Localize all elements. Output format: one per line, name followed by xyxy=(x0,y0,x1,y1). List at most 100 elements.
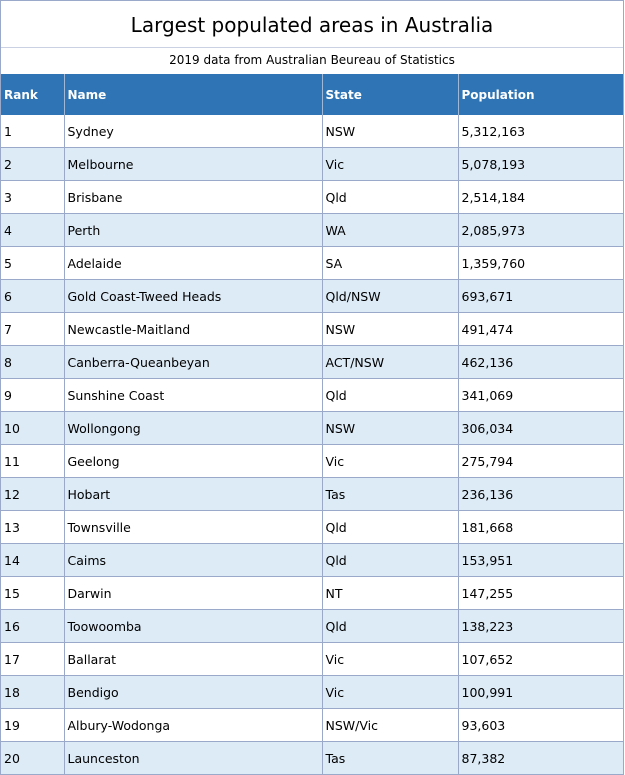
cell-state[interactable]: NT xyxy=(321,576,458,610)
cell-population[interactable]: 100,991 xyxy=(457,675,623,709)
cell-rank[interactable]: 5 xyxy=(1,246,64,280)
column-header-rank[interactable]: Rank xyxy=(1,74,64,115)
cell-population[interactable]: 153,951 xyxy=(457,543,623,577)
cell-population[interactable]: 462,136 xyxy=(457,345,623,379)
cell-rank[interactable]: 15 xyxy=(1,576,64,610)
cell-population[interactable]: 5,312,163 xyxy=(457,115,623,148)
cell-state[interactable]: Qld xyxy=(321,609,458,643)
cell-name[interactable]: Toowoomba xyxy=(63,609,322,643)
cell-rank[interactable]: 4 xyxy=(1,213,64,247)
cell-population[interactable]: 107,652 xyxy=(457,642,623,676)
cell-population[interactable]: 5,078,193 xyxy=(457,147,623,181)
cell-name[interactable]: Sydney xyxy=(63,115,322,148)
cell-rank[interactable]: 7 xyxy=(1,312,64,346)
table-row: 8 Canberra-Queanbeyan ACT/NSW 462,136 xyxy=(1,345,623,379)
cell-name[interactable]: Bendigo xyxy=(63,675,322,709)
cell-state[interactable]: Vic xyxy=(321,147,458,181)
cell-state[interactable]: Vic xyxy=(321,675,458,709)
table-row: 10 Wollongong NSW 306,034 xyxy=(1,411,623,445)
cell-population[interactable]: 147,255 xyxy=(457,576,623,610)
table-row: 15 Darwin NT 147,255 xyxy=(1,576,623,610)
cell-rank[interactable]: 6 xyxy=(1,279,64,313)
cell-name[interactable]: Launceston xyxy=(63,741,322,775)
cell-population[interactable]: 93,603 xyxy=(457,708,623,742)
cell-name[interactable]: Albury-Wodonga xyxy=(63,708,322,742)
cell-name[interactable]: Wollongong xyxy=(63,411,322,445)
cell-state[interactable]: WA xyxy=(321,213,458,247)
cell-rank[interactable]: 1 xyxy=(1,115,64,148)
cell-population[interactable]: 138,223 xyxy=(457,609,623,643)
cell-population[interactable]: 2,514,184 xyxy=(457,180,623,214)
table-row: 20 Launceston Tas 87,382 xyxy=(1,741,623,775)
cell-state[interactable]: Tas xyxy=(321,741,458,775)
cell-rank[interactable]: 16 xyxy=(1,609,64,643)
cell-state[interactable]: Tas xyxy=(321,477,458,511)
cell-state[interactable]: Qld/NSW xyxy=(321,279,458,313)
cell-state[interactable]: SA xyxy=(321,246,458,280)
header-row: Rank Name State Population xyxy=(1,74,623,115)
cell-name[interactable]: Ballarat xyxy=(63,642,322,676)
cell-population[interactable]: 341,069 xyxy=(457,378,623,412)
table-row: 2 Melbourne Vic 5,078,193 xyxy=(1,147,623,181)
cell-name[interactable]: Townsville xyxy=(63,510,322,544)
cell-state[interactable]: Qld xyxy=(321,543,458,577)
cell-name[interactable]: Darwin xyxy=(63,576,322,610)
cell-state[interactable]: Vic xyxy=(321,642,458,676)
cell-name[interactable]: Perth xyxy=(63,213,322,247)
cell-state[interactable]: NSW/Vic xyxy=(321,708,458,742)
cell-rank[interactable]: 8 xyxy=(1,345,64,379)
cell-population[interactable]: 693,671 xyxy=(457,279,623,313)
cell-rank[interactable]: 19 xyxy=(1,708,64,742)
cell-population[interactable]: 2,085,973 xyxy=(457,213,623,247)
table-row: 9 Sunshine Coast Qld 341,069 xyxy=(1,378,623,412)
cell-state[interactable]: Qld xyxy=(321,378,458,412)
cell-population[interactable]: 306,034 xyxy=(457,411,623,445)
table-row: 4 Perth WA 2,085,973 xyxy=(1,213,623,247)
cell-population[interactable]: 181,668 xyxy=(457,510,623,544)
cell-state[interactable]: NSW xyxy=(321,312,458,346)
table-title[interactable]: Largest populated areas in Australia xyxy=(1,0,623,48)
cell-population[interactable]: 275,794 xyxy=(457,444,623,478)
cell-state[interactable]: Qld xyxy=(321,180,458,214)
cell-rank[interactable]: 10 xyxy=(1,411,64,445)
column-header-population[interactable]: Population xyxy=(457,74,623,115)
table-row: 3 Brisbane Qld 2,514,184 xyxy=(1,180,623,214)
column-header-state[interactable]: State xyxy=(321,74,458,115)
cell-rank[interactable]: 12 xyxy=(1,477,64,511)
cell-rank[interactable]: 18 xyxy=(1,675,64,709)
cell-rank[interactable]: 3 xyxy=(1,180,64,214)
table-subtitle[interactable]: 2019 data from Australian Beureau of Sta… xyxy=(169,53,455,67)
table-row: 19 Albury-Wodonga NSW/Vic 93,603 xyxy=(1,708,623,742)
cell-rank[interactable]: 13 xyxy=(1,510,64,544)
cell-name[interactable]: Caims xyxy=(63,543,322,577)
population-table: Rank Name State Population 1 Sydney NSW 5,3… xyxy=(1,74,623,775)
cell-population[interactable]: 236,136 xyxy=(457,477,623,511)
cell-name[interactable]: Newcastle-Maitland xyxy=(63,312,322,346)
cell-name[interactable]: Sunshine Coast xyxy=(63,378,322,412)
cell-population[interactable]: 1,359,760 xyxy=(457,246,623,280)
cell-rank[interactable]: 17 xyxy=(1,642,64,676)
column-header-name[interactable]: Name xyxy=(63,74,322,115)
cell-rank[interactable]: 20 xyxy=(1,741,64,775)
cell-name[interactable]: Brisbane xyxy=(63,180,322,214)
cell-state[interactable]: ACT/NSW xyxy=(321,345,458,379)
table-row: 14 Caims Qld 153,951 xyxy=(1,543,623,577)
cell-state[interactable]: NSW xyxy=(321,411,458,445)
cell-rank[interactable]: 14 xyxy=(1,543,64,577)
cell-name[interactable]: Gold Coast-Tweed Heads xyxy=(63,279,322,313)
cell-population[interactable]: 87,382 xyxy=(457,741,623,775)
table-row: 5 Adelaide SA 1,359,760 xyxy=(1,246,623,280)
cell-name[interactable]: Geelong xyxy=(63,444,322,478)
cell-state[interactable]: Qld xyxy=(321,510,458,544)
cell-name[interactable]: Hobart xyxy=(63,477,322,511)
cell-name[interactable]: Melbourne xyxy=(63,147,322,181)
cell-state[interactable]: NSW xyxy=(321,115,458,148)
cell-name[interactable]: Adelaide xyxy=(63,246,322,280)
cell-rank[interactable]: 2 xyxy=(1,147,64,181)
cell-population[interactable]: 491,474 xyxy=(457,312,623,346)
cell-rank[interactable]: 11 xyxy=(1,444,64,478)
cell-rank[interactable]: 9 xyxy=(1,378,64,412)
cell-state[interactable]: Vic xyxy=(321,444,458,478)
cell-name[interactable]: Canberra-Queanbeyan xyxy=(63,345,322,379)
